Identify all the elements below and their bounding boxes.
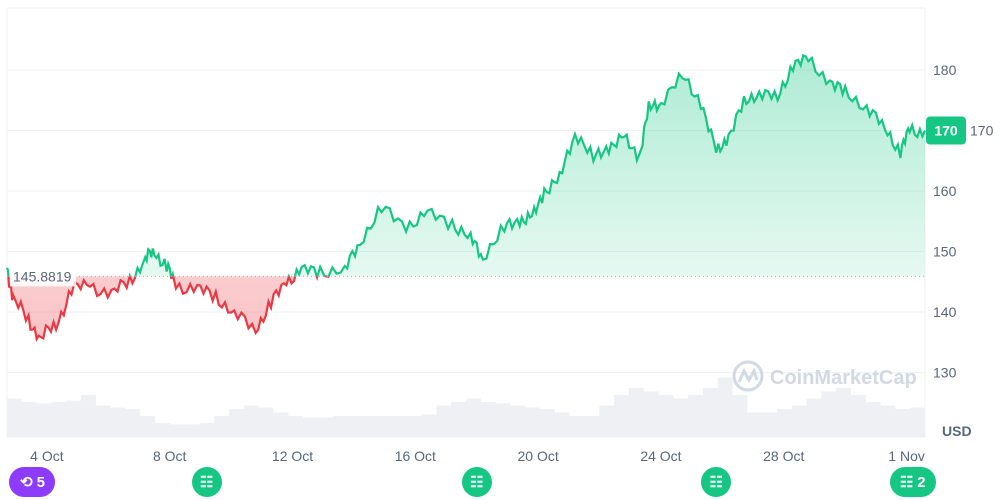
cmc-logo-mark: [737, 367, 759, 384]
price-line-up: [5, 53, 927, 277]
x-tick-label: 28 Oct: [763, 448, 804, 464]
history-icon: ⟲: [20, 474, 33, 491]
price-area-up: [7, 55, 925, 277]
x-tick-label: 24 Oct: [640, 448, 681, 464]
x-tick-label: 8 Oct: [153, 448, 187, 464]
currency-label: USD: [942, 423, 972, 439]
current-price-badge: [926, 116, 966, 145]
document-icon: ☷: [199, 474, 214, 491]
x-tick-label: 12 Oct: [272, 448, 313, 464]
news-marker[interactable]: ☷: [191, 467, 222, 497]
news-marker[interactable]: ☷: [701, 467, 732, 497]
document-icon: ☷: [709, 474, 723, 491]
y-tick-label: 130: [933, 365, 957, 381]
history-marker[interactable]: ⟲ 5: [9, 467, 56, 497]
baseline-label: 145.8819: [13, 268, 72, 284]
y-tick-label: 150: [933, 244, 957, 260]
marker-count: 2: [917, 473, 926, 491]
current-price-label: 170: [934, 123, 958, 139]
watermark-logo: CoinMarketCap: [732, 360, 917, 392]
y-tick-label: 170: [970, 123, 994, 139]
x-tick-label: 4 Oct: [30, 448, 64, 464]
x-tick-label: 20 Oct: [518, 448, 559, 464]
volume-area: [7, 377, 925, 437]
news-marker[interactable]: ☷ 2: [889, 467, 936, 497]
y-tick-label: 180: [933, 62, 957, 78]
document-icon: ☷: [470, 474, 484, 491]
marker-count: 5: [36, 473, 45, 491]
y-tick-label: 160: [933, 183, 957, 199]
cmc-logo-icon: [732, 360, 764, 392]
baseline-label-bg: [10, 266, 76, 287]
x-tick-label: 1 Nov: [888, 448, 925, 464]
watermark-text: CoinMarketCap: [770, 367, 917, 389]
document-icon: ☷: [899, 474, 914, 491]
y-tick-label: 140: [933, 304, 957, 320]
price-area-down: [8, 276, 329, 339]
news-marker[interactable]: ☷: [461, 467, 492, 497]
x-tick-label: 16 Oct: [395, 448, 436, 464]
